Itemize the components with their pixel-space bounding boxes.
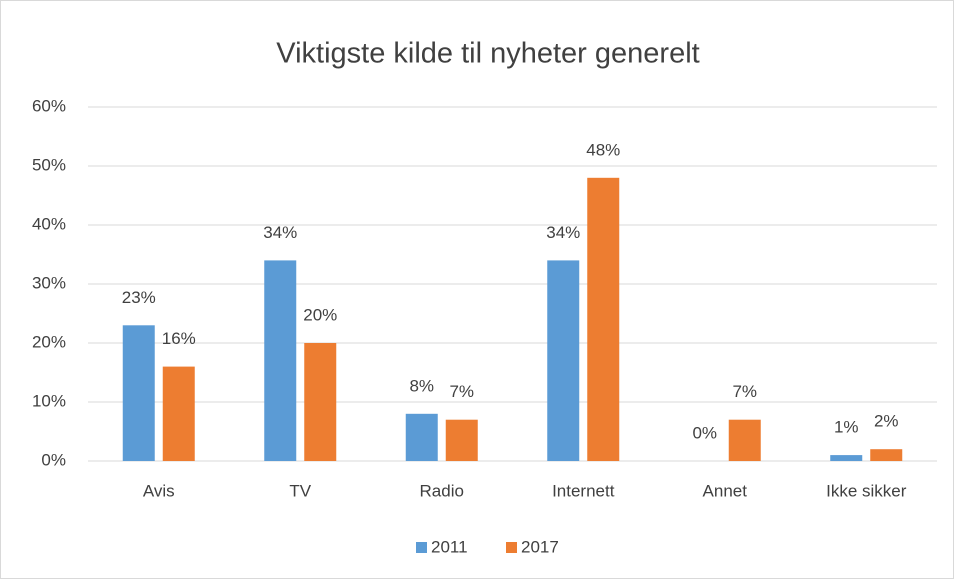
legend-swatch [506,542,517,553]
data-label: 23% [122,288,156,307]
data-label: 34% [546,223,580,242]
data-label: 0% [692,423,717,442]
legend-swatch [416,542,427,553]
data-label: 1% [834,418,859,437]
y-tick-label: 50% [32,155,66,174]
y-tick-label: 40% [32,214,66,233]
bar [445,419,478,461]
bar [870,449,903,461]
data-label: 48% [586,140,620,159]
x-tick-label: Annet [703,481,748,500]
x-tick-label: Internett [552,481,615,500]
y-tick-label: 30% [32,273,66,292]
bar [122,325,155,461]
x-tick-label: Avis [143,481,175,500]
y-tick-label: 10% [32,391,66,410]
x-tick-label: Ikke sikker [826,481,907,500]
x-tick-label: Radio [420,481,464,500]
legend-label: 2017 [521,537,559,556]
legend-label: 2011 [431,537,468,556]
data-label: 7% [732,382,757,401]
bar [405,413,438,461]
chart-title: Viktigste kilde til nyheter generelt [276,38,699,70]
y-tick-label: 20% [32,332,66,351]
bar [547,260,580,461]
bar [728,419,761,461]
bar [587,177,620,462]
y-tick-label: 0% [41,450,66,469]
bar [304,343,337,461]
data-label: 20% [303,305,337,324]
bar [162,366,195,461]
bar [830,455,863,461]
data-label: 2% [874,412,899,431]
bar [264,260,297,461]
x-tick-label: TV [289,481,311,500]
data-label: 16% [162,329,196,348]
data-label: 34% [263,223,297,242]
data-label: 7% [449,382,474,401]
y-tick-label: 60% [32,96,66,115]
data-label: 8% [409,376,434,395]
